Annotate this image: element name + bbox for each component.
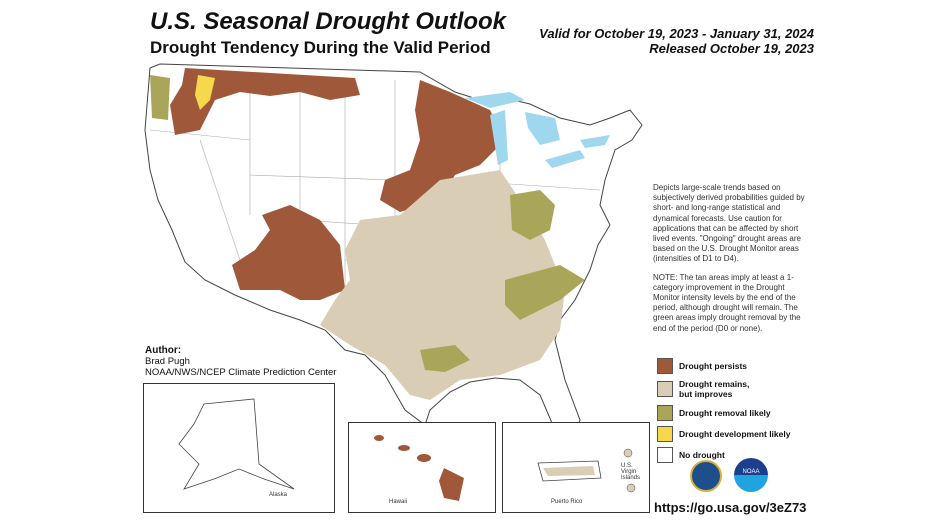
source-url[interactable]: https://go.usa.gov/3eZ73	[654, 500, 807, 515]
hawaii-label: Hawaii	[389, 499, 408, 505]
alaska-label: Alaska	[269, 492, 288, 498]
legend: Drought persists Drought remains, but im…	[657, 355, 790, 465]
description-paragraph: Depicts large-scale trends based on subj…	[653, 183, 805, 264]
drought-development-idaho	[195, 75, 215, 110]
great-lakes	[465, 92, 610, 168]
noaa-logo-text: NOAA	[742, 469, 760, 475]
puerto-rico-inset: Puerto Rico U.S. Virgin Islands	[502, 422, 650, 513]
legend-swatch	[657, 404, 673, 421]
drought-removal-southeast	[505, 265, 585, 320]
author-name: Brad Pugh	[145, 356, 190, 367]
author-heading: Author:	[145, 345, 182, 356]
legend-label: Drought persists	[679, 360, 748, 371]
legend-swatch	[657, 357, 673, 374]
alaska-map	[178, 398, 295, 490]
puerto-rico-label: Puerto Rico	[551, 499, 583, 505]
drought-removal-gulf	[420, 345, 470, 372]
legend-label: Drought removal likely	[679, 407, 771, 418]
hawaii-inset: Hawaii	[348, 422, 496, 513]
description-note: NOTE: The tan areas imply at least a 1-c…	[653, 272, 801, 333]
map-title: U.S. Seasonal Drought Outlook	[150, 8, 507, 35]
valid-period: Valid for October 19, 2023 - January 31,…	[539, 26, 814, 41]
legend-label: No drought	[679, 449, 725, 460]
legend-drought-improves: Drought remains, but improves	[657, 376, 790, 402]
map-description: Depicts large-scale trends based on subj…	[653, 183, 813, 342]
validity-dates: Valid for October 19, 2023 - January 31,…	[539, 26, 814, 56]
drought-persists-northern-tier	[170, 68, 360, 135]
drought-persists-upper-midwest	[380, 80, 505, 212]
legend-drought-removal: Drought removal likely	[657, 402, 790, 423]
hawaii-map	[374, 435, 464, 501]
legend-swatch	[657, 446, 673, 463]
legend-drought-persists: Drought persists	[657, 355, 790, 376]
legend-label: Drought remains, but improves	[679, 379, 750, 399]
alaska-inset: Alaska	[143, 383, 335, 513]
drought-improves-central-south	[320, 170, 565, 400]
drought-areas	[150, 68, 585, 400]
map-subtitle: Drought Tendency During the Valid Period	[150, 38, 491, 57]
commerce-seal-logo	[690, 460, 722, 492]
usvi-label: U.S. Virgin Islands	[621, 463, 641, 481]
author-org: NOAA/NWS/NCEP Climate Prediction Center	[145, 367, 337, 378]
drought-removal-northwest	[150, 75, 170, 120]
legend-swatch	[657, 425, 673, 442]
noaa-logo: NOAA	[734, 458, 768, 492]
legend-no-drought: No drought	[657, 444, 790, 465]
drought-persists-southwest	[232, 205, 345, 300]
drought-removal-ohio-valley	[510, 190, 555, 240]
author-block: Author: Brad Pugh NOAA/NWS/NCEP Climate …	[145, 345, 336, 378]
legend-swatch	[657, 381, 673, 397]
legend-label: Drought development likely	[679, 428, 791, 439]
release-date: Released October 19, 2023	[649, 41, 814, 56]
puerto-rico-map	[537, 448, 636, 493]
legend-drought-development: Drought development likely	[657, 423, 790, 444]
